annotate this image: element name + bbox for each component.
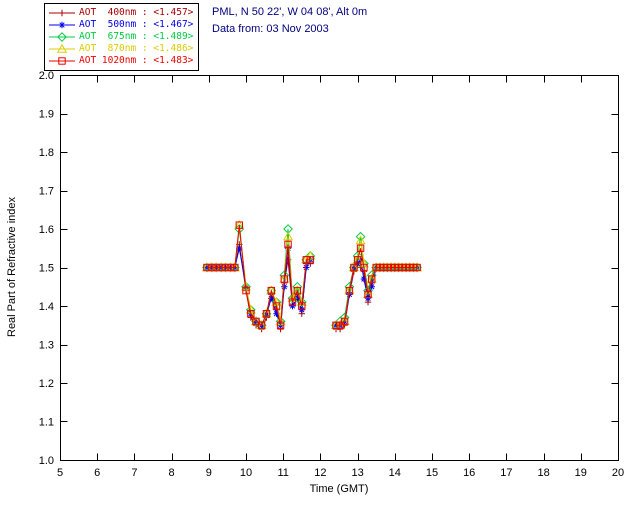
y-tick-label: 1.7 [39, 186, 54, 198]
y-tick-label: 1.0 [39, 455, 54, 467]
x-tick-label: 9 [206, 467, 212, 479]
x-tick-label: 10 [240, 467, 252, 479]
y-tick-label: 1.5 [39, 263, 54, 275]
legend-label: AOT 400nm : <1.457> [79, 7, 194, 18]
legend-line-sample [49, 9, 75, 17]
x-tick-label: 16 [463, 467, 475, 479]
x-tick-label: 7 [131, 467, 137, 479]
x-tick-label: 8 [169, 467, 175, 479]
y-tick-label: 1.2 [39, 378, 54, 390]
y-tick-label: 2.0 [39, 70, 54, 82]
y-axis-title: Real Part of Refractive index [6, 196, 18, 337]
legend-row: AOT 500nm : <1.467> [48, 19, 193, 31]
legend-row: AOT 400nm : <1.457> [48, 7, 193, 19]
header-line2: Data from: 03 Nov 2003 [212, 23, 329, 35]
plot-frame [60, 75, 619, 461]
x-tick-label: 6 [94, 467, 100, 479]
legend-row: AOT 675nm : <1.489> [48, 31, 193, 43]
series-aot-870nm [201, 219, 423, 329]
x-tick-label: 19 [575, 467, 587, 479]
x-tick-label: 20 [612, 467, 624, 479]
legend-label: AOT 500nm : <1.467> [79, 19, 194, 30]
legend-row: AOT 1020nm : <1.483> [48, 55, 193, 67]
x-tick-label: 14 [389, 467, 401, 479]
x-tick-label: 11 [277, 467, 288, 479]
legend-label: AOT 675nm : <1.489> [79, 31, 194, 42]
legend-label: AOT 870nm : <1.486> [79, 43, 194, 54]
legend-line-sample [49, 32, 75, 42]
legend-line-sample [49, 43, 75, 53]
x-tick-label: 15 [426, 467, 438, 479]
legend-line-sample [49, 57, 75, 65]
plot-header: PML, N 50 22', W 04 08', Alt 0m Data fro… [212, 4, 367, 38]
axes [60, 75, 619, 461]
legend: AOT 400nm : <1.457> AOT 500nm : <1.467> AO… [44, 3, 200, 71]
x-tick-label: 5 [57, 467, 63, 479]
x-tick-label: 12 [314, 467, 326, 479]
legend-line-sample [49, 21, 75, 29]
header-line1: PML, N 50 22', W 04 08', Alt 0m [212, 6, 368, 18]
x-tick-label: 18 [537, 467, 549, 479]
x-tick-label: 13 [351, 467, 363, 479]
x-tick-label: 17 [500, 467, 512, 479]
x-axis-title: Time (GMT) [310, 483, 369, 495]
legend-label: AOT 1020nm : <1.483> [79, 55, 194, 66]
chart-content: 5 6 7 8 9 10 11 12 13 14 15 16 17 18 19 20 1.0 1.1 1.2 1.3 1… [39, 70, 624, 479]
y-tick-label: 1.4 [39, 301, 54, 313]
series-aot-1020nm [203, 221, 421, 329]
y-tick-label: 1.3 [39, 340, 54, 352]
y-tick-label: 1.8 [39, 147, 54, 159]
y-tick-label: 1.6 [39, 224, 54, 236]
y-tick-label: 1.9 [39, 109, 54, 121]
legend-row: AOT 870nm : <1.486> [48, 43, 193, 55]
series-aot-675nm [202, 224, 423, 331]
y-tick-label: 1.1 [39, 417, 54, 429]
